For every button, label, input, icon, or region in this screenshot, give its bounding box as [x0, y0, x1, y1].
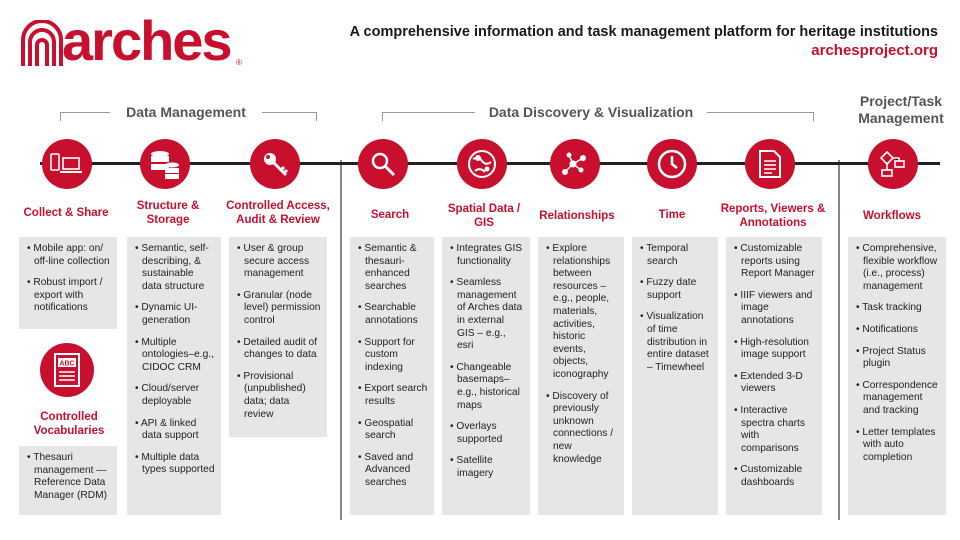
column-title-search: Search — [370, 209, 410, 221]
panel-workflows: Comprehensive, flexible workflow (i.e., … — [848, 237, 946, 515]
panel-controlled-vocabularies: Thesauri management — Reference Data Man… — [19, 446, 117, 515]
list-item: Fuzzy date support — [640, 277, 712, 302]
project-url[interactable]: archesproject.org — [811, 42, 938, 59]
list-item: Visualization of time distribution in en… — [640, 311, 712, 374]
list-item: Granular (node level) permission control — [237, 290, 321, 328]
list-item: Comprehensive, flexible workflow (i.e., … — [856, 243, 940, 293]
column-title-controlled-vocabularies: Controlled Vocabularies — [33, 411, 105, 437]
column-title-collect-share: Collect & Share — [23, 207, 109, 219]
clock-icon — [647, 139, 697, 189]
group-title-discovery: Data Discovery & Visualization — [475, 104, 707, 121]
column-title-relationships: Relationships — [539, 210, 615, 222]
list-item: IIIF viewers and image annotations — [734, 290, 816, 328]
tagline: A comprehensive information and task man… — [349, 24, 938, 40]
list-item: Customizable dashboards — [734, 464, 816, 489]
list-item: Provisional (unpublished) data; data rev… — [237, 371, 321, 421]
list-item: Interactive spectra charts with comparis… — [734, 405, 816, 455]
list-item: Task tracking — [856, 302, 940, 315]
list-item: Discovery of previously unknown connecti… — [546, 391, 618, 467]
flowchart-icon — [868, 139, 918, 189]
list-item: Robust import / export with notification… — [27, 277, 111, 315]
list-item: Thesauri management — Reference Data Man… — [27, 452, 111, 502]
group-separator — [838, 160, 840, 520]
document-icon — [745, 139, 795, 189]
column-title-structure-storage: Structure & Storage — [136, 200, 200, 226]
list-item: Support for custom indexing — [358, 337, 428, 375]
column-title-workflows: Workflows — [863, 210, 921, 222]
list-item: Searchable annotations — [358, 302, 428, 327]
panel-reports: Customizable reports using Report Manage… — [726, 237, 822, 515]
list-item: Correspondence management and tracking — [856, 380, 940, 418]
group-title-project-task: Project/Task Management — [845, 93, 957, 127]
abc-icon-label: ABC — [59, 361, 74, 368]
list-item: API & linked data support — [135, 418, 215, 443]
list-item: Overlays supported — [450, 421, 524, 446]
list-item: Customizable reports using Report Manage… — [734, 243, 816, 281]
panel-time: Temporal search Fuzzy date support Visua… — [632, 237, 718, 515]
arches-logo-mark — [21, 20, 63, 66]
panel-spatial-gis: Integrates GIS functionality Seamless ma… — [442, 237, 530, 515]
list-item: Dynamic UI-generation — [135, 302, 215, 327]
list-item: Extended 3-D viewers — [734, 371, 816, 396]
column-title-time: Time — [658, 209, 686, 221]
globe-pin-icon — [457, 139, 507, 189]
column-title-reports: Reports, Viewers & Annotations — [720, 203, 826, 229]
list-item: Semantic, self-describing, & sustainable… — [135, 243, 215, 293]
database-icon — [140, 139, 190, 189]
column-title-spatial-gis: Spatial Data / GIS — [447, 203, 521, 229]
list-item: Notifications — [856, 324, 940, 337]
list-item: User & group secure access management — [237, 243, 321, 281]
panel-collect-share: Mobile app: on/ off-line collection Robu… — [19, 237, 117, 329]
list-item: Temporal search — [640, 243, 712, 268]
logo-wordmark: arches — [62, 9, 233, 72]
list-item: Multiple ontologies–e.g., CIDOC CRM — [135, 337, 215, 375]
list-item: Project Status plugin — [856, 346, 940, 371]
list-item: Letter templates with auto completion — [856, 427, 940, 465]
list-item: Seamless management of Arches data in ex… — [450, 277, 524, 353]
column-title-controlled-access: Controlled Access, Audit & Review — [226, 200, 330, 226]
abc-book-icon: ABC — [40, 343, 94, 397]
list-item: Mobile app: on/ off-line collection — [27, 243, 111, 268]
registered-mark: ® — [236, 58, 242, 67]
arches-logo: arches ® — [20, 9, 250, 72]
group-title-data-management: Data Management — [110, 104, 262, 121]
list-item: Multiple data types supported — [135, 452, 215, 477]
list-item: Export search results — [358, 383, 428, 408]
list-item: Changeable basemaps–e.g., historical map… — [450, 362, 524, 412]
list-item: Detailed audit of changes to data — [237, 337, 321, 362]
search-icon — [358, 139, 408, 189]
mobile-laptop-icon — [42, 139, 92, 189]
list-item: Geospatial search — [358, 418, 428, 443]
network-icon — [550, 139, 600, 189]
list-item: Explore relationships between resources … — [546, 243, 618, 382]
list-item: High-resolution image support — [734, 337, 816, 362]
panel-controlled-access: User & group secure access management Gr… — [229, 237, 327, 437]
key-icon — [250, 139, 300, 189]
list-item: Saved and Advanced searches — [358, 452, 428, 490]
list-item: Semantic & thesauri-enhanced searches — [358, 243, 428, 293]
list-item: Satellite imagery — [450, 455, 524, 480]
list-item: Integrates GIS functionality — [450, 243, 524, 268]
group-separator — [340, 160, 342, 520]
panel-relationships: Explore relationships between resources … — [538, 237, 624, 515]
panel-search: Semantic & thesauri-enhanced searches Se… — [350, 237, 434, 515]
panel-structure-storage: Semantic, self-describing, & sustainable… — [127, 237, 221, 515]
list-item: Cloud/server deployable — [135, 383, 215, 408]
